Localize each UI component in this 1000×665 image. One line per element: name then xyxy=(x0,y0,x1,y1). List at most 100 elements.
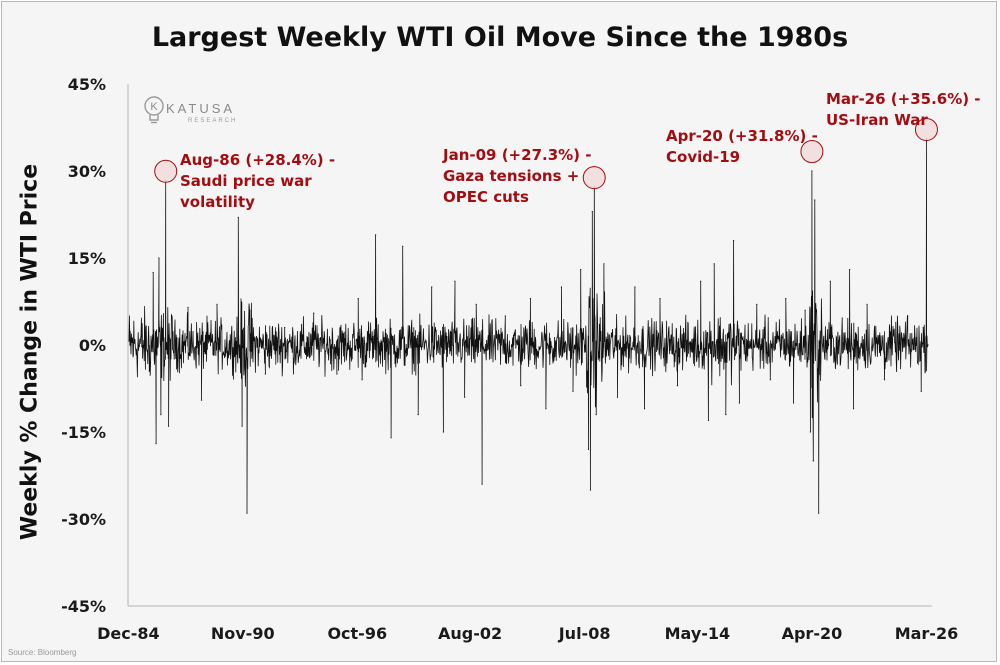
data-point xyxy=(284,327,286,329)
data-point xyxy=(634,286,636,288)
logo-name: KATUSA xyxy=(166,101,236,116)
logo-sub: RESEARCH xyxy=(188,118,238,124)
data-point xyxy=(725,414,727,416)
data-point xyxy=(707,419,710,421)
y-tick-label: -45% xyxy=(61,597,106,616)
data-point xyxy=(616,396,619,398)
data-point xyxy=(883,379,886,381)
data-point xyxy=(140,329,143,332)
data-point xyxy=(829,280,831,282)
y-tick-label: -15% xyxy=(61,423,106,442)
x-tick-label: May-14 xyxy=(665,624,731,643)
data-point xyxy=(431,286,433,288)
x-tick-label: Oct-96 xyxy=(327,624,387,643)
data-point xyxy=(792,402,795,404)
data-point xyxy=(589,489,591,491)
data-point xyxy=(572,390,574,392)
data-point xyxy=(454,280,456,282)
y-tick-label: -30% xyxy=(61,510,106,529)
data-point xyxy=(804,309,806,311)
data-point xyxy=(237,216,239,218)
data-point xyxy=(402,245,404,247)
data-point xyxy=(361,379,363,381)
annotation-highlight-circle xyxy=(154,159,178,183)
data-point xyxy=(390,437,392,439)
data-point xyxy=(907,315,909,317)
logo-badge-letter: K xyxy=(150,101,158,113)
data-point xyxy=(249,309,251,311)
data-point xyxy=(246,512,248,514)
data-point xyxy=(375,234,377,236)
data-point xyxy=(504,315,506,317)
data-point xyxy=(732,240,735,242)
data-point xyxy=(676,385,679,387)
data-point xyxy=(481,483,483,485)
data-point xyxy=(200,399,203,401)
data-point xyxy=(738,402,740,404)
data-point xyxy=(313,312,315,314)
annotation-description: volatility xyxy=(180,193,255,211)
data-point xyxy=(818,512,820,514)
data-point xyxy=(155,443,157,445)
data-point xyxy=(866,303,868,305)
y-tick-label: 30% xyxy=(68,162,106,181)
x-tick-label: Dec-84 xyxy=(97,624,160,643)
data-point xyxy=(811,170,813,172)
annotation-description: OPEC cuts xyxy=(443,188,529,206)
data-point xyxy=(643,408,646,410)
data-point xyxy=(529,298,532,300)
annotation-highlight-circle xyxy=(800,140,824,164)
data-point xyxy=(756,303,758,305)
annotation-label: Jan-09 (+27.3%) - xyxy=(442,146,591,164)
data-point xyxy=(129,344,131,346)
x-tick-label: Apr-20 xyxy=(782,624,843,643)
data-point xyxy=(417,414,419,416)
data-point xyxy=(442,431,444,433)
data-point xyxy=(713,263,715,265)
data-point xyxy=(357,298,359,300)
data-point xyxy=(580,269,582,271)
x-tick-label: Jul-08 xyxy=(558,624,611,643)
source-note: Source: Bloomberg xyxy=(8,648,77,657)
katusa-logo: K KATUSA RESEARCH xyxy=(143,95,235,130)
data-point xyxy=(241,425,243,427)
annotation-highlight-circle xyxy=(582,166,606,190)
y-tick-label: 15% xyxy=(68,249,106,268)
data-point xyxy=(595,414,597,416)
annotation-description: Saudi price war xyxy=(180,172,312,190)
data-point xyxy=(700,280,702,282)
data-point xyxy=(812,460,814,462)
x-tick-label: Mar-26 xyxy=(895,624,959,643)
data-point xyxy=(852,408,855,410)
data-point xyxy=(587,448,590,450)
annotation-label: Aug-86 (+28.4%) - xyxy=(180,151,335,169)
data-point xyxy=(520,385,522,387)
data-point xyxy=(927,344,929,346)
data-point xyxy=(809,431,811,433)
lightbulb-icon: K xyxy=(144,96,164,124)
annotation-label: Apr-20 (+31.8%) - xyxy=(666,127,818,145)
data-point xyxy=(152,271,154,274)
data-point xyxy=(545,408,547,410)
data-point xyxy=(849,269,851,271)
annotation-description: US-Iran War xyxy=(826,111,928,129)
x-tick-label: Aug-02 xyxy=(438,624,502,643)
data-point xyxy=(769,379,771,381)
data-point xyxy=(158,257,160,259)
data-point xyxy=(603,263,605,265)
data-point xyxy=(168,425,170,427)
annotation-description: Covid-19 xyxy=(666,148,740,166)
data-point xyxy=(560,286,562,288)
data-point xyxy=(814,199,816,201)
data-point xyxy=(475,303,477,305)
data-point xyxy=(659,298,661,300)
annotation-description: Gaza tensions + xyxy=(443,167,579,185)
data-point xyxy=(160,414,162,416)
y-tick-label: 45% xyxy=(68,75,106,94)
data-point xyxy=(591,211,593,213)
data-point xyxy=(920,390,922,392)
data-point xyxy=(464,396,466,398)
data-point xyxy=(264,373,266,375)
data-point xyxy=(187,306,189,308)
